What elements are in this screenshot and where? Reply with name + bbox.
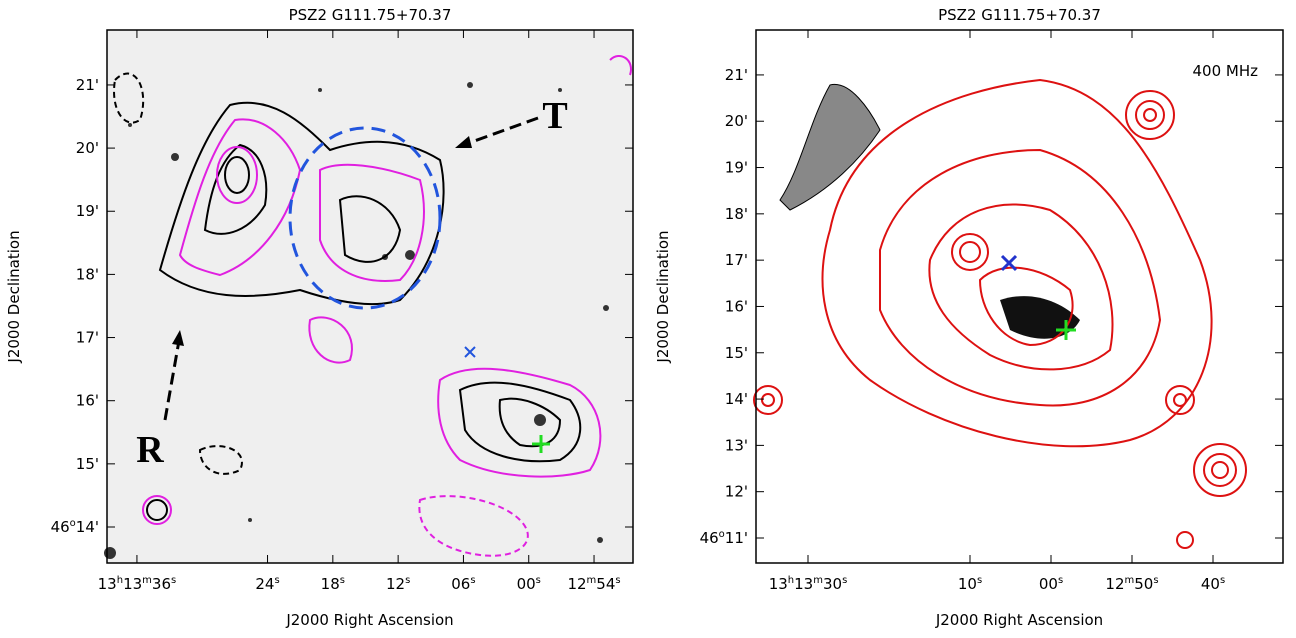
y-tick-label: 21'	[725, 66, 748, 84]
y-tick-label: 16'	[76, 392, 99, 410]
annotation: 400 MHz	[1193, 62, 1259, 80]
y-tick-label: 18'	[725, 205, 748, 223]
annotation: T	[542, 95, 567, 137]
arrow-r	[163, 334, 182, 421]
y-tick-label: 18'	[76, 265, 99, 283]
y-tick-label: 12'	[725, 483, 748, 501]
y-tick-label: 14'	[725, 390, 748, 408]
x-tick-label: 24s	[255, 575, 279, 593]
y-tick-label: 16'	[725, 297, 748, 315]
x-tick-label: 13h13m36s	[98, 575, 177, 593]
region-circle	[288, 126, 442, 310]
y-tick-label: 20'	[725, 112, 748, 130]
x-axis-label: J2000 Right Ascension	[935, 611, 1103, 629]
arrowhead-t	[455, 136, 472, 148]
radio-core	[1000, 296, 1080, 339]
peak-plus	[1056, 320, 1076, 340]
y-tick-label: 17'	[725, 251, 748, 269]
x-tick-label: 40s	[1201, 575, 1225, 593]
plot-frame	[755, 29, 1284, 564]
x-tick-label: 12m54s	[567, 575, 620, 593]
chart-title: PSZ2 G111.75+70.37	[938, 6, 1101, 24]
x-tick-label: 12m50s	[1105, 575, 1158, 593]
x-tick-label: 00s	[517, 575, 541, 593]
x-tick-label: 10s	[958, 575, 982, 593]
y-tick-label: 46o14'	[51, 518, 99, 536]
x-tick-label: 18s	[321, 575, 345, 593]
annotation: R	[136, 429, 164, 471]
y-tick-label: 20'	[76, 139, 99, 157]
y-tick-label: 19'	[725, 159, 748, 177]
y-tick-label: 21'	[76, 76, 99, 94]
x-tick-label: 00s	[1039, 575, 1063, 593]
y-axis-label: J2000 Declination	[654, 230, 672, 363]
y-tick-label: 15'	[725, 344, 748, 362]
y-tick-label: 46o11'	[700, 529, 748, 547]
chart-title: PSZ2 G111.75+70.37	[289, 6, 452, 24]
right-contours	[753, 78, 1247, 549]
x-tick-label: 06s	[451, 575, 475, 593]
x-tick-label: 12s	[386, 575, 410, 593]
optical-image	[107, 30, 633, 563]
y-tick-label: 17'	[76, 329, 99, 347]
peak-plus	[532, 435, 550, 453]
y-tick-label: 19'	[76, 202, 99, 220]
radio-source	[779, 84, 881, 211]
left-contours	[113, 55, 632, 557]
y-tick-label: 15'	[76, 455, 99, 473]
y-axis-label: J2000 Declination	[5, 230, 23, 363]
bcg-cross	[1000, 254, 1018, 272]
plot-frame	[106, 29, 634, 564]
x-axis-label: J2000 Right Ascension	[285, 611, 453, 629]
bcg-cross	[464, 346, 476, 358]
x-tick-label: 13h13m30s	[769, 575, 848, 593]
y-tick-label: 13'	[725, 436, 748, 454]
arrowhead-r	[172, 330, 184, 346]
